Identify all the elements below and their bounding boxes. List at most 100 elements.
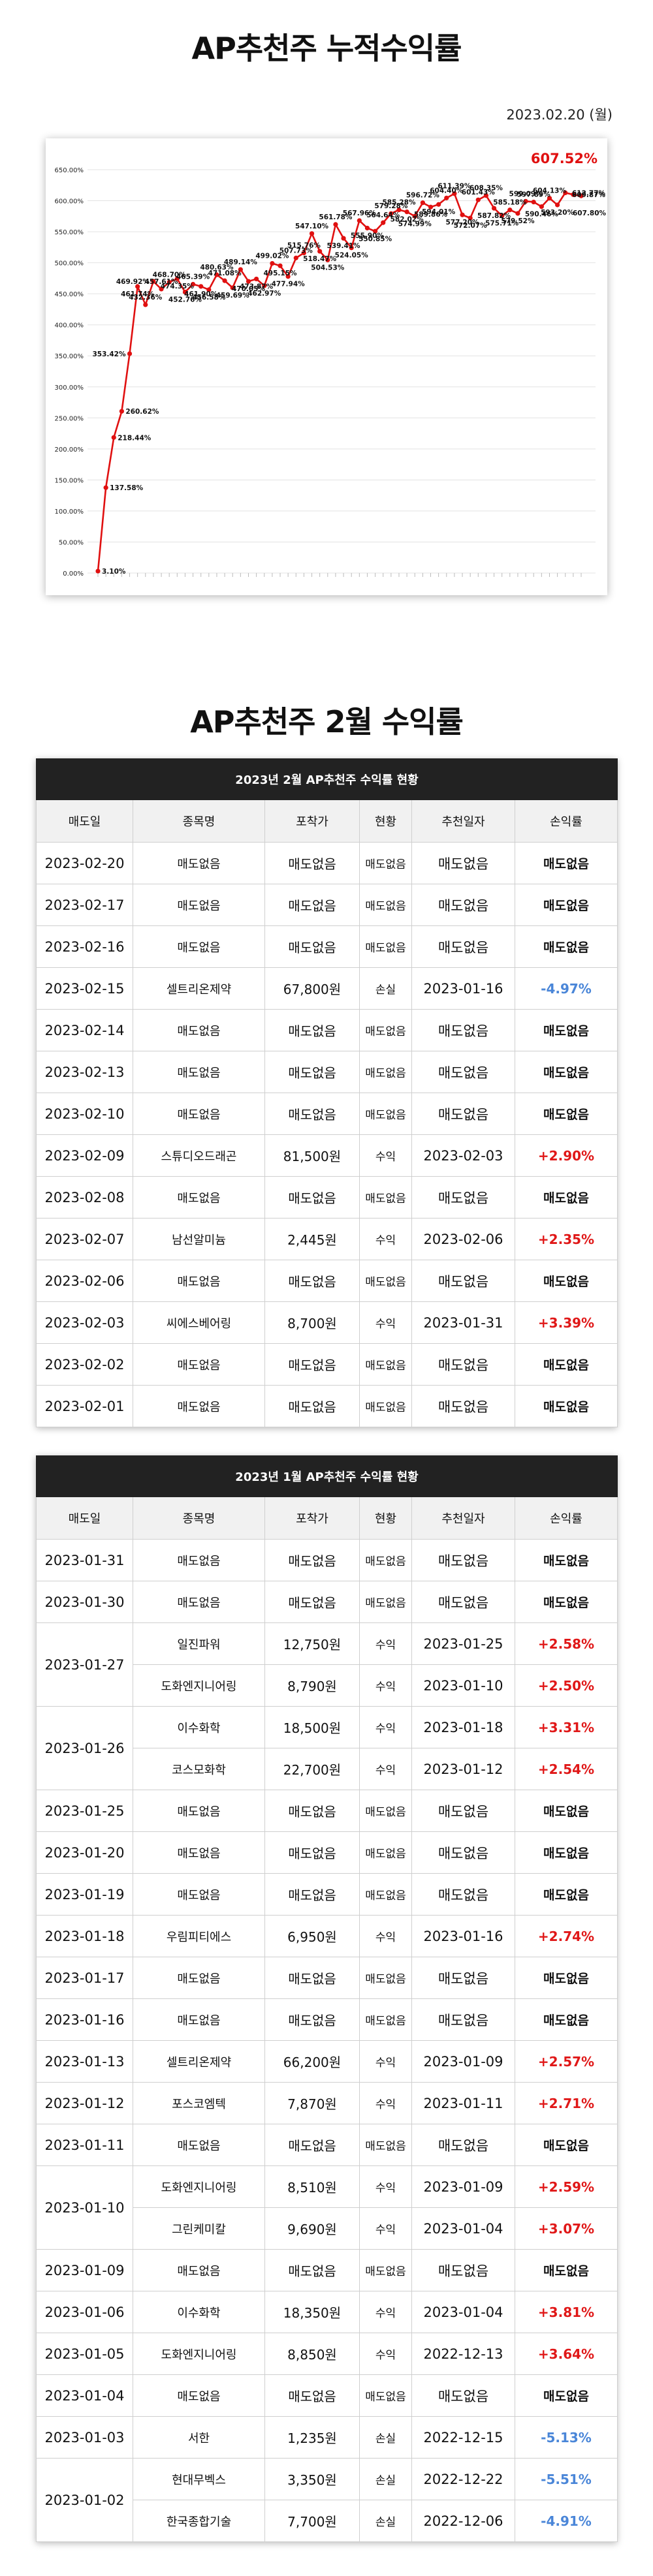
entry-price-cell: 매도없음	[264, 2124, 360, 2166]
entry-price-cell: 매도없음	[264, 1260, 360, 1302]
recommend-date-cell: 2023-01-25	[411, 1622, 515, 1665]
sell-date-cell: 2023-02-06	[36, 1260, 133, 1302]
table-row: 2023-02-16 매도없음 매도없음 매도없음 매도없음 매도없음	[36, 925, 618, 968]
entry-price-cell: 매도없음	[264, 1831, 360, 1874]
stock-name-cell: 현대무벡스	[133, 2458, 265, 2500]
data-label: 260.62%	[125, 408, 159, 416]
status-cell: 매도없음	[359, 2249, 412, 2291]
column-header: 종목명	[133, 1497, 265, 1540]
data-label: 577.20%	[446, 219, 480, 226]
column-header: 손익률	[514, 799, 618, 843]
data-point	[500, 213, 505, 219]
table-row: 2023-01-13 셀트리온제약 66,200원 수익 2023-01-09 +2.57…	[36, 2040, 618, 2083]
entry-price-cell: 매도없음	[264, 1957, 360, 1999]
table-row: 2023-01-30 매도없음 매도없음 매도없음 매도없음 매도없음	[36, 1581, 618, 1623]
data-point	[135, 284, 140, 289]
data-point	[436, 202, 441, 207]
sell-date-cell: 2023-02-03	[36, 1301, 133, 1344]
recommend-date-cell: 2023-02-03	[411, 1134, 515, 1177]
stock-name-cell: 일진파워	[133, 1622, 265, 1665]
table-row: 2023-02-02 매도없음 매도없음 매도없음 매도없음 매도없음	[36, 1343, 618, 1386]
sell-date-cell: 2023-01-09	[36, 2249, 133, 2291]
stock-name-cell: 매도없음	[133, 1998, 265, 2041]
data-point	[246, 279, 251, 284]
recommend-date-cell: 2023-01-18	[411, 1706, 515, 1748]
data-point	[531, 199, 536, 205]
data-label: 474.35%	[161, 283, 195, 290]
stock-name-cell: 매도없음	[133, 925, 265, 968]
column-header: 매도일	[36, 799, 133, 843]
data-label: 564.64%	[366, 211, 400, 219]
final-return-label: 607.52%	[531, 151, 597, 166]
table-row: 2023-01-27 일진파워 12,750원 수익 2023-01-25 +2.58%	[36, 1622, 618, 1707]
data-label: 575.71%	[485, 220, 519, 228]
data-label: 459.69%	[216, 292, 250, 300]
return-rate-cell: +3.39%	[514, 1301, 618, 1344]
status-cell: 수익	[359, 2082, 412, 2124]
y-tick-label: 150.00%	[55, 477, 84, 484]
return-rate-cell: 매도없음	[514, 1343, 618, 1386]
data-label: 507.73%	[279, 247, 313, 255]
recommend-date-cell: 매도없음	[411, 842, 515, 884]
table-row: 2023-01-25 매도없음 매도없음 매도없음 매도없음 매도없음	[36, 1790, 618, 1832]
sell-date-cell: 2023-02-08	[36, 1176, 133, 1218]
sell-date-cell: 2023-02-09	[36, 1134, 133, 1177]
stock-name-cell: 씨에스베어링	[133, 1301, 265, 1344]
table-row: 2023-01-09 매도없음 매도없음 매도없음 매도없음 매도없음	[36, 2249, 618, 2291]
status-cell: 수익	[359, 1706, 412, 1748]
stock-name-cell: 매도없음	[133, 2249, 265, 2291]
sell-date-cell: 2023-01-19	[36, 1873, 133, 1916]
sell-date-cell: 2023-01-04	[36, 2374, 133, 2417]
data-point	[444, 195, 449, 200]
stock-name-cell: 서한	[133, 2416, 265, 2459]
data-label: 601.43%	[462, 189, 496, 196]
column-header: 손익률	[514, 1497, 618, 1540]
sell-date-cell: 2023-01-12	[36, 2082, 133, 2124]
table-row: 도화엔지니어링 8,790원 수익 2023-01-10 +2.50%	[37, 1664, 618, 1707]
status-cell: 수익	[359, 1664, 412, 1707]
sell-date-cell: 2023-02-02	[36, 1343, 133, 1386]
stock-name-cell: 스튜디오드래곤	[133, 1134, 265, 1177]
data-point	[475, 197, 481, 202]
data-label: 432.36%	[129, 294, 163, 302]
y-tick-label: 600.00%	[55, 198, 84, 206]
column-header: 포착가	[264, 799, 360, 843]
entry-price-cell: 8,850원	[264, 2333, 360, 2375]
y-tick-label: 650.00%	[55, 167, 84, 174]
data-point	[119, 409, 124, 414]
return-rate-cell: 매도없음	[514, 2374, 618, 2417]
section-title-feb: AP추천주 2월 수익률	[190, 704, 464, 739]
table-row: 2023-01-06 이수화학 18,350원 수익 2023-01-04 +3.81%	[36, 2291, 618, 2333]
data-label: 218.44%	[118, 434, 151, 442]
data-label: 137.58%	[110, 484, 144, 492]
cumulative-return-chart: 0.00% 50.00% 100.00% 150.00% 200.00% 250.00% 3…	[46, 138, 607, 595]
status-cell: 수익	[359, 1915, 412, 1957]
sell-date-cell: 2023-01-17	[36, 1957, 133, 1999]
status-cell: 수익	[359, 1622, 412, 1665]
data-point	[238, 267, 243, 272]
data-point	[317, 249, 323, 254]
return-rate-cell: 매도없음	[514, 1539, 618, 1581]
status-cell: 매도없음	[359, 1093, 412, 1135]
data-label: 547.10%	[295, 223, 329, 230]
stock-name-cell: 우림피티에스	[133, 1915, 265, 1957]
sell-date-cell: 2023-01-30	[36, 1581, 133, 1623]
recommend-date-cell: 매도없음	[411, 1051, 515, 1093]
data-point	[452, 191, 457, 196]
return-rate-cell: 매도없음	[514, 1260, 618, 1302]
table-row: 2023-02-20 매도없음 매도없음 매도없음 매도없음 매도없음	[36, 842, 618, 884]
return-rate-cell: +3.64%	[514, 2333, 618, 2375]
data-point	[325, 257, 330, 262]
sell-date-cell: 2023-01-31	[36, 1539, 133, 1581]
data-point	[270, 260, 275, 266]
table-row: 2023-01-31 매도없음 매도없음 매도없음 매도없음 매도없음	[36, 1539, 618, 1581]
status-cell: 매도없음	[359, 1790, 412, 1832]
table-row: 2023-01-12 포스코엠텍 7,870원 수익 2023-01-11 +2.71%	[36, 2082, 618, 2124]
entry-price-cell: 22,700원	[264, 1748, 360, 1790]
return-rate-cell: +3.31%	[514, 1706, 618, 1748]
sell-date-cell: 2023-01-11	[36, 2124, 133, 2166]
entry-price-cell: 매도없음	[264, 1009, 360, 1051]
table-row: 2023-02-03 씨에스베어링 8,700원 수익 2023-01-31 +3.39%	[36, 1301, 618, 1344]
data-point	[364, 225, 370, 231]
recommend-date-cell: 2022-12-15	[411, 2416, 515, 2459]
